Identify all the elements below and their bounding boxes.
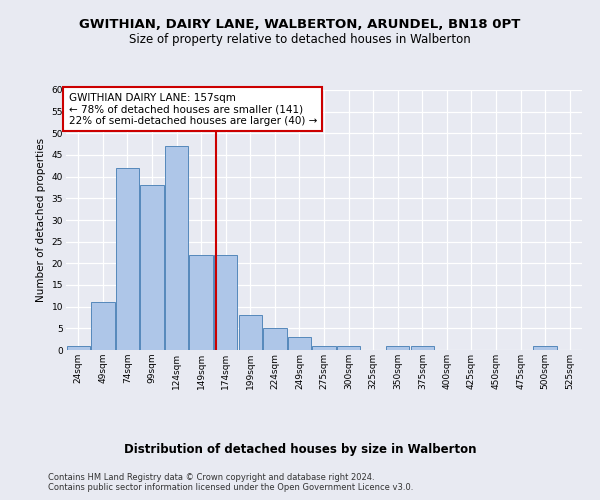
Bar: [288, 337, 311, 350]
Text: GWITHIAN DAIRY LANE: 157sqm
← 78% of detached houses are smaller (141)
22% of se: GWITHIAN DAIRY LANE: 157sqm ← 78% of det…: [68, 92, 317, 126]
Bar: [533, 346, 557, 350]
Y-axis label: Number of detached properties: Number of detached properties: [36, 138, 46, 302]
Bar: [410, 346, 434, 350]
Bar: [386, 346, 409, 350]
Bar: [165, 146, 188, 350]
Text: Contains HM Land Registry data © Crown copyright and database right 2024.
Contai: Contains HM Land Registry data © Crown c…: [48, 472, 413, 492]
Text: Size of property relative to detached houses in Walberton: Size of property relative to detached ho…: [129, 32, 471, 46]
Bar: [140, 186, 164, 350]
Bar: [67, 346, 90, 350]
Text: Distribution of detached houses by size in Walberton: Distribution of detached houses by size …: [124, 442, 476, 456]
Text: GWITHIAN, DAIRY LANE, WALBERTON, ARUNDEL, BN18 0PT: GWITHIAN, DAIRY LANE, WALBERTON, ARUNDEL…: [79, 18, 521, 30]
Bar: [263, 328, 287, 350]
Bar: [116, 168, 139, 350]
Bar: [337, 346, 360, 350]
Bar: [91, 302, 115, 350]
Bar: [239, 316, 262, 350]
Bar: [313, 346, 335, 350]
Bar: [190, 254, 213, 350]
Bar: [214, 254, 238, 350]
